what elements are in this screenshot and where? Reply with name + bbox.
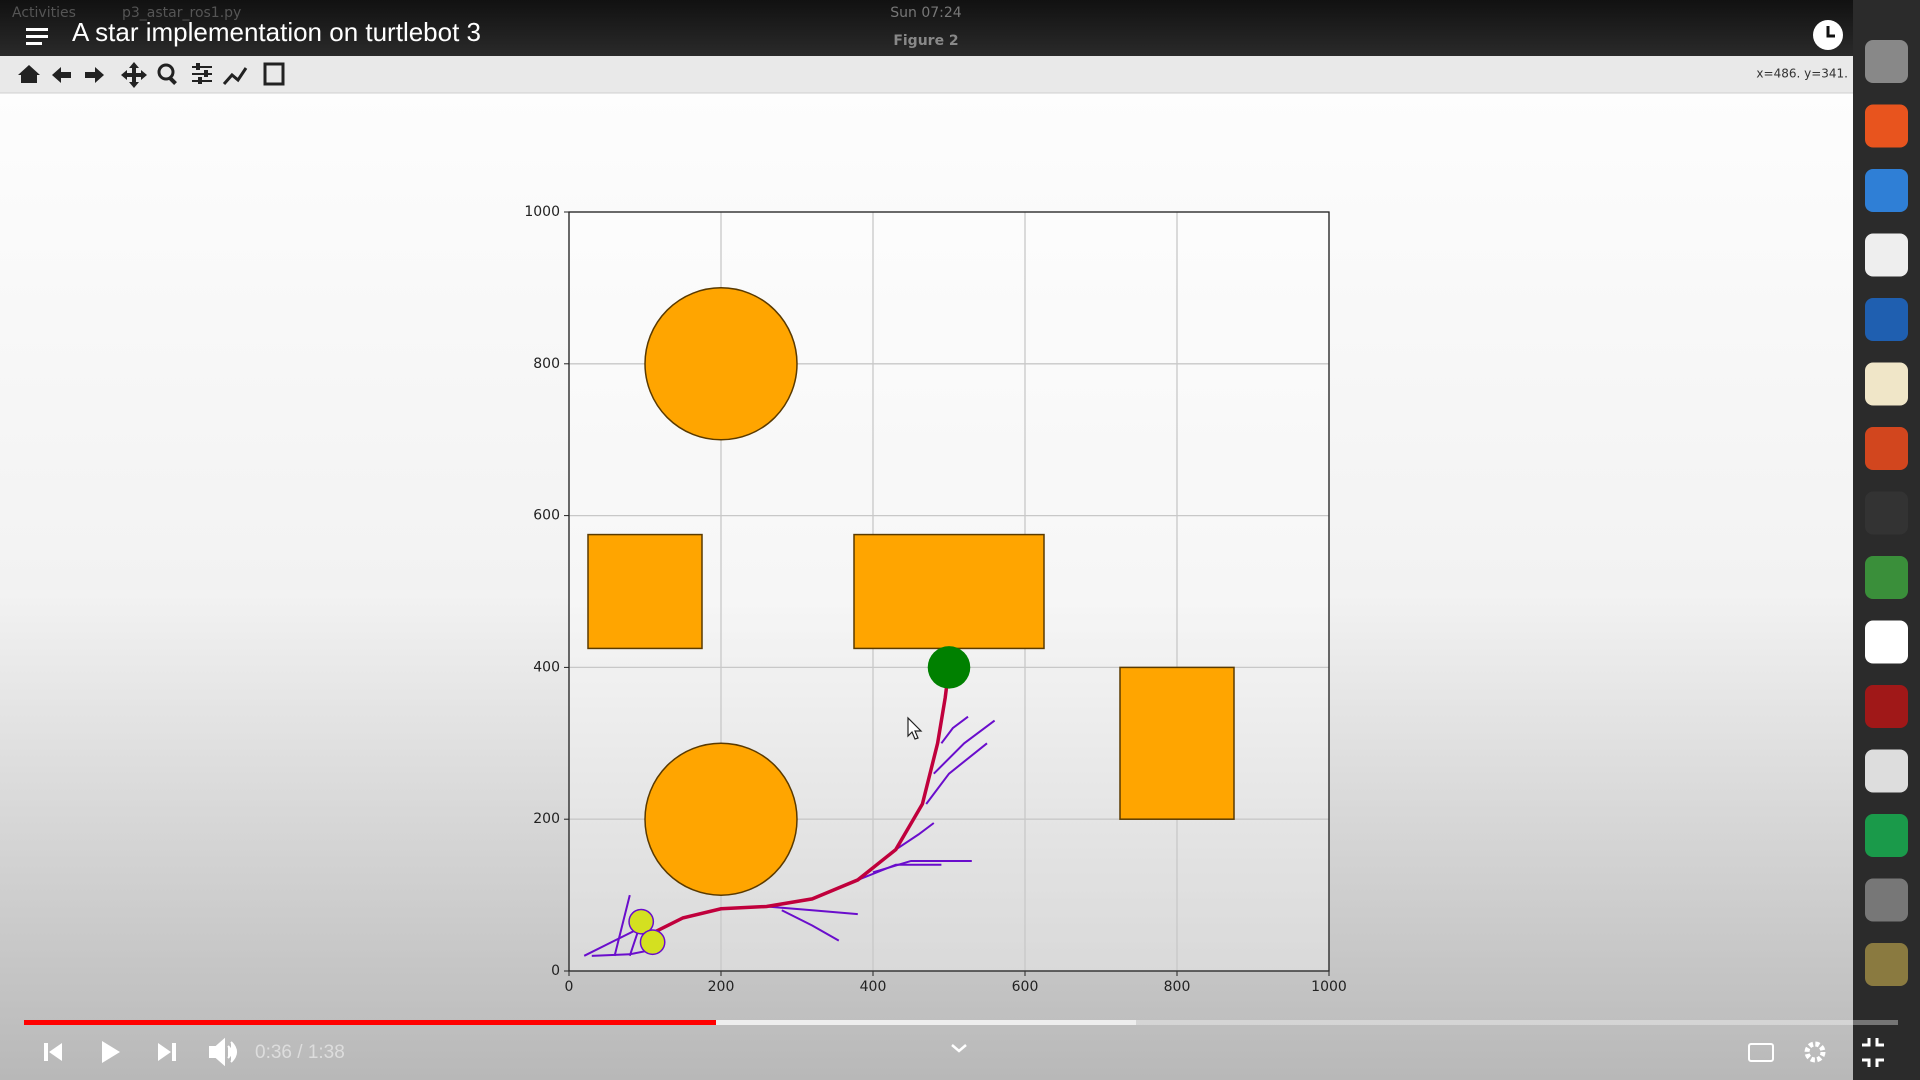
player-controls — [44, 1037, 1884, 1067]
dock-app-icon[interactable] — [1865, 427, 1908, 470]
exit-fullscreen-button[interactable] — [1862, 1038, 1884, 1067]
dock-app-icon[interactable] — [1865, 556, 1908, 599]
y-tick-label: 1000 — [524, 204, 560, 220]
rect-obstacle — [1119, 666, 1235, 820]
play-button[interactable] — [102, 1041, 120, 1063]
settings-button[interactable] — [1804, 1041, 1826, 1063]
explored-branch — [872, 859, 972, 874]
dock-app-icon[interactable] — [1865, 620, 1908, 664]
title-bar — [0, 0, 1853, 56]
clock: Sun 07:24 — [890, 5, 962, 21]
goal-marker — [927, 646, 971, 689]
dock-app-icon[interactable] — [1865, 233, 1908, 277]
time-display: 0:36 / 1:38 — [255, 1042, 345, 1063]
axes-frame — [568, 211, 1330, 972]
cursor-coords: x=486. y=341. — [1756, 67, 1848, 81]
dock-app-icon[interactable] — [1865, 943, 1908, 986]
home-button[interactable] — [18, 65, 40, 83]
y-tick-label: 800 — [533, 356, 560, 372]
explored-branch — [895, 822, 935, 851]
forward-button[interactable] — [85, 67, 104, 83]
x-tick-label: 600 — [1012, 979, 1039, 995]
explored-branch — [781, 909, 840, 942]
y-tick-label: 0 — [551, 963, 560, 979]
explored-branch — [940, 715, 969, 744]
edit-axes-button[interactable] — [222, 67, 248, 85]
y-tick-label: 400 — [533, 659, 560, 675]
dock-icons — [1865, 40, 1908, 986]
y-tick-label: 200 — [533, 811, 560, 827]
x-tick-label: 200 — [708, 979, 735, 995]
dock-app-icon[interactable] — [1865, 40, 1908, 83]
progress-played[interactable] — [24, 1020, 716, 1025]
configure-button[interactable] — [192, 63, 212, 84]
x-tick-label: 800 — [1164, 979, 1191, 995]
save-button[interactable] — [263, 62, 285, 86]
circle-obstacle — [644, 742, 798, 896]
toolbar-icons — [18, 62, 285, 88]
planned-path — [651, 667, 951, 935]
chevron[interactable] — [951, 1044, 967, 1053]
start-marker — [628, 908, 655, 935]
x-tick-label: 0 — [565, 979, 574, 995]
dock-app-icon[interactable] — [1865, 169, 1908, 212]
rect-obstacle — [587, 533, 703, 650]
dock-app-icon[interactable] — [1865, 362, 1908, 406]
previous-button[interactable] — [44, 1043, 62, 1061]
explored-branch — [766, 905, 858, 916]
dock-app-icon[interactable] — [1865, 814, 1908, 857]
rect-obstacle — [853, 533, 1045, 650]
explored-branch — [925, 742, 988, 805]
dock-app-icon[interactable] — [1865, 104, 1908, 148]
volume-button[interactable] — [209, 1037, 237, 1067]
next-button[interactable] — [158, 1043, 176, 1061]
watch-later-hand — [1826, 26, 1835, 38]
x-tick-label: 400 — [860, 979, 887, 995]
start-marker — [639, 929, 666, 956]
y-tick-label: 600 — [533, 508, 560, 524]
dock-app-icon[interactable] — [1865, 749, 1908, 793]
app-name: p3_astar_ros1.py — [122, 5, 241, 21]
dock-app-icon[interactable] — [1865, 491, 1908, 535]
plot: 0 200 400 600 800 1000 0 200 400 600 800 1000 — [524, 204, 1346, 995]
explored-branch — [613, 894, 631, 957]
toolbar — [0, 56, 1853, 93]
zoom-button[interactable] — [157, 63, 175, 81]
circle-obstacle — [644, 287, 798, 441]
menu-icon[interactable] — [26, 28, 48, 45]
activities: Activities — [12, 5, 76, 21]
captions-button[interactable] — [1748, 1043, 1774, 1062]
explored-branch — [933, 719, 996, 775]
dock-app-icon[interactable] — [1865, 685, 1908, 728]
window-title: Figure 2 — [893, 33, 958, 49]
dock-app-icon[interactable] — [1865, 298, 1908, 341]
mouse-cursor — [907, 716, 923, 740]
back-button[interactable] — [52, 67, 71, 83]
x-tick-label: 1000 — [1311, 979, 1347, 995]
video-title: A star implementation on turtlebot 3 — [72, 17, 481, 47]
pan-button[interactable] — [121, 62, 147, 88]
dock-app-icon[interactable] — [1865, 878, 1908, 922]
